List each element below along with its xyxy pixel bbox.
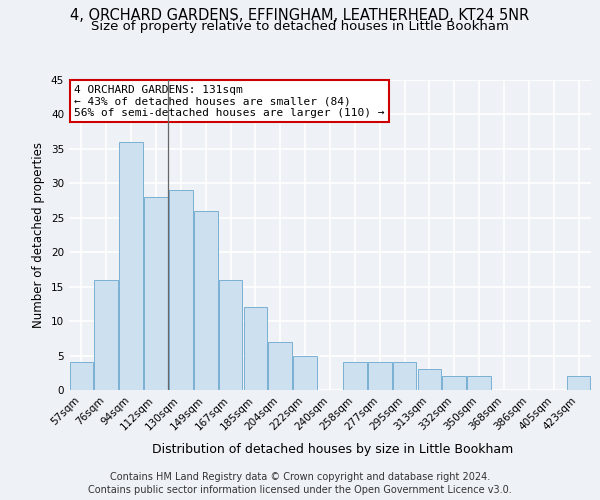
Text: Contains public sector information licensed under the Open Government Licence v3: Contains public sector information licen… (88, 485, 512, 495)
Bar (169, 190, 193, 390)
Bar (268, 342, 292, 390)
Bar (467, 376, 491, 390)
Text: Contains HM Land Registry data © Crown copyright and database right 2024.: Contains HM Land Registry data © Crown c… (110, 472, 490, 482)
Text: Distribution of detached houses by size in Little Bookham: Distribution of detached houses by size … (152, 442, 514, 456)
Bar (244, 308, 267, 390)
Bar (293, 356, 317, 390)
Bar (144, 197, 168, 390)
Bar (442, 376, 466, 390)
Bar (567, 376, 590, 390)
Bar (94, 280, 118, 390)
Bar (418, 370, 441, 390)
Bar (219, 280, 242, 390)
Bar (343, 362, 367, 390)
Bar (70, 362, 93, 390)
Bar (194, 211, 218, 390)
Y-axis label: Number of detached properties: Number of detached properties (32, 142, 46, 328)
Bar (119, 142, 143, 390)
Text: 4 ORCHARD GARDENS: 131sqm
← 43% of detached houses are smaller (84)
56% of semi-: 4 ORCHARD GARDENS: 131sqm ← 43% of detac… (74, 84, 385, 118)
Text: 4, ORCHARD GARDENS, EFFINGHAM, LEATHERHEAD, KT24 5NR: 4, ORCHARD GARDENS, EFFINGHAM, LEATHERHE… (70, 8, 530, 22)
Bar (393, 362, 416, 390)
Bar (368, 362, 392, 390)
Text: Size of property relative to detached houses in Little Bookham: Size of property relative to detached ho… (91, 20, 509, 33)
